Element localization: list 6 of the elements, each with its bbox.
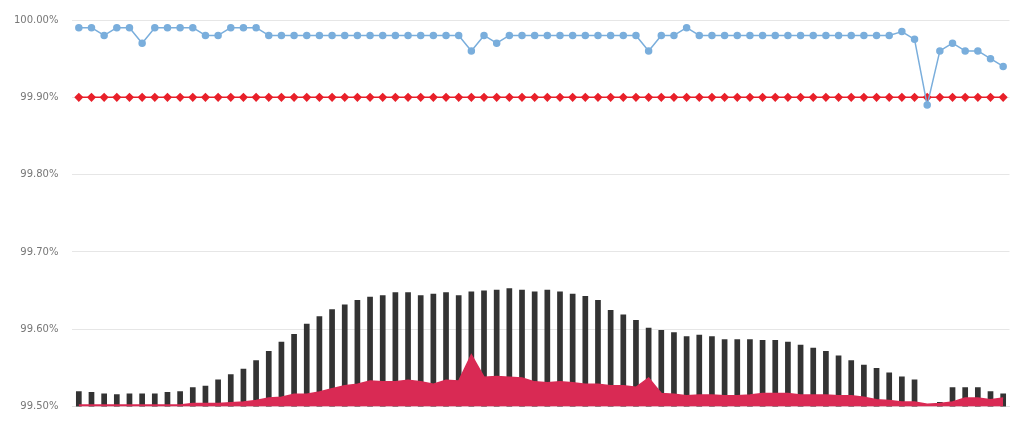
y-tick-label: 99.90% [20, 90, 59, 102]
y-tick-label: 100.00% [13, 13, 59, 25]
y-tick-label: 99.50% [20, 400, 59, 412]
y-tick-label: 99.80% [20, 168, 59, 180]
y-tick-label: 99.60% [20, 322, 59, 334]
y-tick-label: 99.70% [20, 245, 59, 257]
